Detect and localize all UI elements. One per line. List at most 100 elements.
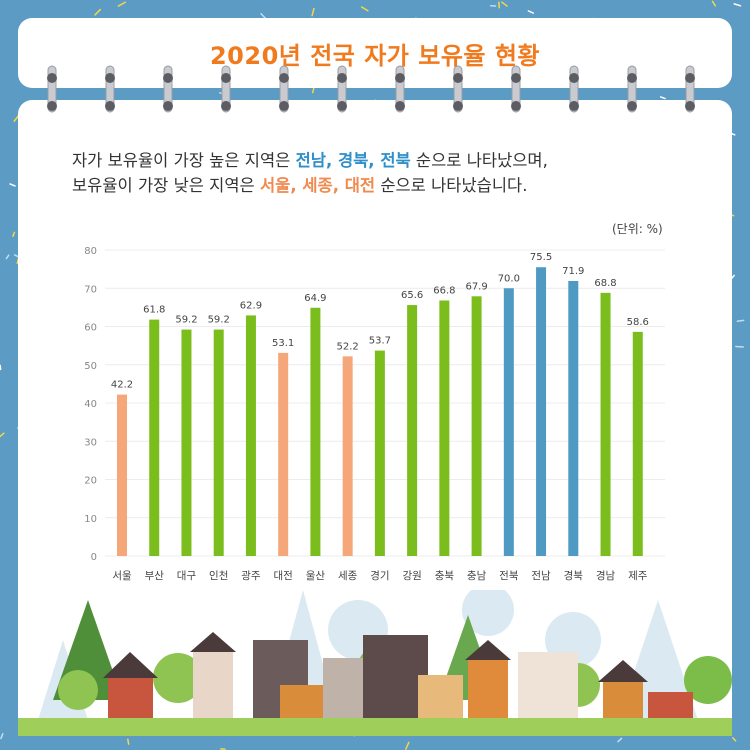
binder-ring bbox=[511, 65, 521, 113]
x-tick-label: 충북 bbox=[435, 570, 455, 582]
description-text: 순으로 나타났으며, bbox=[410, 151, 548, 170]
y-tick-label: 40 bbox=[84, 399, 97, 410]
confetti-piece bbox=[0, 364, 2, 371]
data-label: 59.2 bbox=[175, 315, 197, 326]
confetti-piece bbox=[501, 1, 508, 7]
bar-chart: 0 10 20 30 40 50 60 70 80 42.2 서울 61.8 부산 59.2 대구 59.2 인… bbox=[84, 246, 665, 582]
binder-ring bbox=[221, 65, 231, 113]
bar bbox=[471, 296, 482, 556]
x-tick-label: 서울 bbox=[112, 570, 132, 582]
x-tick-label: 제주 bbox=[628, 570, 648, 582]
confetti-piece bbox=[0, 432, 5, 438]
confetti-piece bbox=[732, 736, 737, 742]
bar bbox=[374, 350, 385, 556]
x-tick-label: 전북 bbox=[499, 570, 519, 582]
y-tick-label: 60 bbox=[84, 323, 97, 334]
x-tick-label: 충남 bbox=[467, 570, 487, 582]
binder-ring bbox=[569, 65, 579, 113]
bar bbox=[568, 280, 579, 556]
x-tick-label: 부산 bbox=[145, 570, 165, 582]
x-tick-label: 강원 bbox=[402, 570, 421, 582]
data-label: 65.6 bbox=[401, 290, 423, 301]
y-tick-label: 70 bbox=[84, 284, 97, 295]
confetti-piece bbox=[12, 231, 16, 238]
binder-ring bbox=[47, 65, 57, 113]
bar bbox=[600, 292, 611, 556]
bar bbox=[117, 394, 127, 556]
data-label: 58.6 bbox=[627, 317, 649, 328]
data-label: 70.0 bbox=[498, 273, 520, 284]
buildings bbox=[103, 632, 693, 720]
data-label: 52.2 bbox=[337, 341, 359, 352]
confetti-piece bbox=[94, 8, 102, 16]
bar bbox=[536, 267, 547, 556]
data-label: 67.9 bbox=[465, 281, 487, 292]
binder-ring bbox=[453, 65, 463, 113]
binder-ring bbox=[163, 65, 173, 113]
confetti-piece bbox=[5, 254, 10, 260]
bar bbox=[149, 319, 160, 556]
binder-ring bbox=[337, 65, 347, 113]
data-label: 68.8 bbox=[594, 278, 616, 289]
confetti-piece bbox=[360, 6, 369, 12]
binder-ring bbox=[395, 65, 405, 113]
description-text: 순으로 나타났습니다. bbox=[375, 176, 528, 195]
bar bbox=[213, 329, 224, 556]
data-label: 71.9 bbox=[562, 266, 584, 277]
data-label: 53.1 bbox=[272, 338, 294, 349]
data-label: 61.8 bbox=[143, 305, 165, 316]
confetti-piece bbox=[127, 738, 130, 745]
description: 자가 보유율이 가장 높은 지역은 전남, 경북, 전북 순으로 나타났으며, … bbox=[72, 148, 548, 198]
binder-ring bbox=[627, 65, 637, 113]
confetti-piece bbox=[527, 10, 535, 14]
confetti-piece bbox=[736, 319, 745, 323]
x-tick-label: 세종 bbox=[338, 570, 358, 582]
confetti-piece bbox=[733, 3, 742, 7]
data-label: 64.9 bbox=[304, 293, 326, 304]
unit-label: (단위: %) bbox=[612, 222, 663, 236]
data-label: 53.7 bbox=[369, 336, 391, 347]
bar bbox=[245, 315, 256, 556]
x-tick-label: 경북 bbox=[564, 569, 584, 582]
confetti-piece bbox=[13, 115, 20, 122]
description-line-2: 보유율이 가장 낮은 지역은 서울, 세종, 대전 순으로 나타났습니다. bbox=[72, 173, 548, 198]
x-tick-label: 울산 bbox=[306, 570, 326, 582]
y-tick-label: 20 bbox=[84, 476, 97, 487]
description-text: 자가 보유율이 가장 높은 지역은 bbox=[72, 151, 296, 170]
bar bbox=[181, 329, 192, 556]
data-label: 66.8 bbox=[433, 285, 455, 296]
description-line-1: 자가 보유율이 가장 높은 지역은 전남, 경북, 전북 순으로 나타났으며, bbox=[72, 148, 548, 173]
bar bbox=[310, 307, 321, 556]
highlight-lowest-regions: 서울, 세종, 대전 bbox=[259, 176, 376, 195]
x-tick-label: 대전 bbox=[274, 570, 293, 582]
x-tick-label: 경기 bbox=[370, 569, 389, 582]
data-label: 75.5 bbox=[530, 252, 552, 263]
x-tick-label: 인천 bbox=[209, 570, 228, 582]
bar bbox=[632, 331, 643, 556]
y-tick-label: 50 bbox=[84, 361, 97, 372]
confetti-piece bbox=[711, 0, 717, 7]
confetti-piece bbox=[117, 1, 127, 7]
binder-ring bbox=[105, 65, 115, 113]
bar bbox=[407, 305, 418, 556]
ground bbox=[18, 718, 732, 736]
x-tick-label: 대구 bbox=[177, 570, 197, 582]
x-tick-label: 광주 bbox=[241, 570, 261, 582]
confetti-piece bbox=[405, 741, 410, 750]
binder-ring bbox=[279, 65, 289, 113]
bar bbox=[278, 352, 289, 556]
confetti-piece bbox=[659, 96, 666, 100]
data-label: 59.2 bbox=[208, 315, 230, 326]
y-tick-label: 80 bbox=[84, 246, 97, 257]
y-tick-label: 30 bbox=[84, 437, 97, 448]
data-label: 62.9 bbox=[240, 300, 262, 311]
binder-rings bbox=[47, 65, 695, 113]
y-tick-label: 0 bbox=[91, 552, 97, 563]
bar bbox=[342, 356, 353, 556]
description-text: 보유율이 가장 낮은 지역은 bbox=[72, 176, 260, 195]
confetti-piece bbox=[311, 7, 315, 17]
data-label: 42.2 bbox=[111, 380, 133, 391]
x-tick-label: 경남 bbox=[596, 569, 616, 582]
town-scenery bbox=[18, 590, 732, 736]
x-tick-label: 전남 bbox=[531, 570, 551, 582]
